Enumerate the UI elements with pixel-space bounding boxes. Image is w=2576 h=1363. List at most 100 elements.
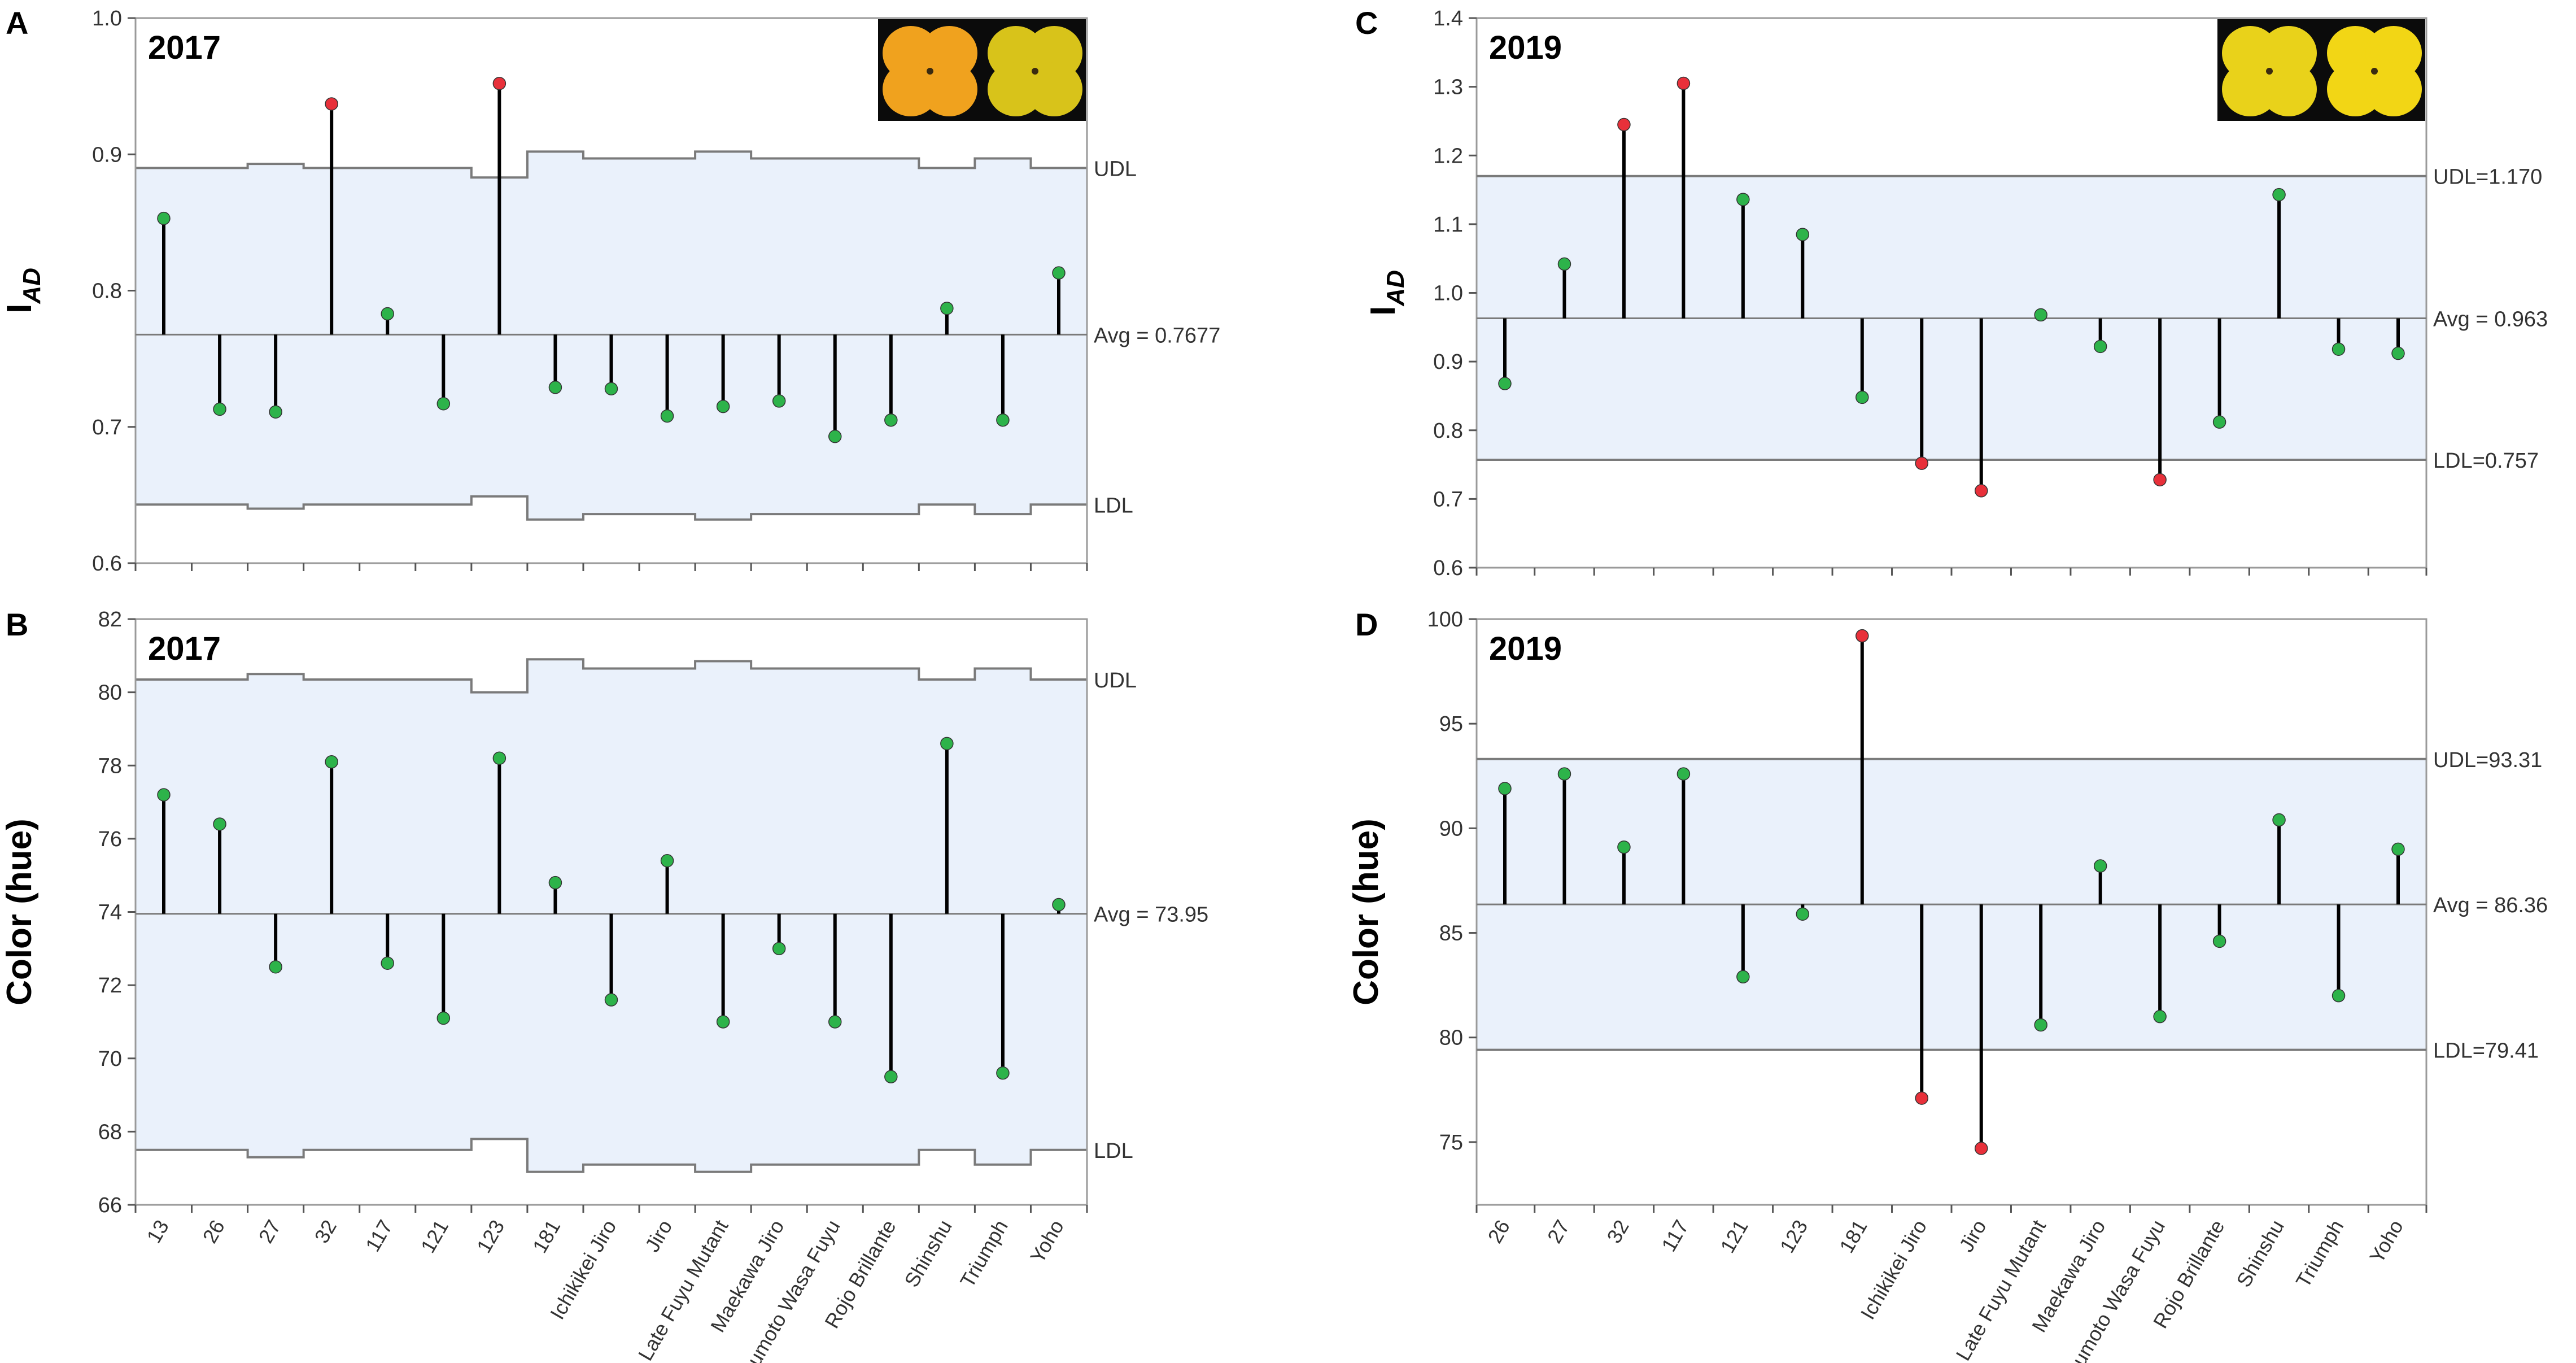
y-tick-label: 82 — [98, 608, 122, 632]
y-tick-label: 0.9 — [1433, 350, 1463, 374]
x-category-label: 13 — [142, 1216, 173, 1247]
x-category-label: Shinshu — [900, 1216, 957, 1291]
data-point — [381, 307, 394, 321]
y-tick-label: 1.0 — [92, 7, 122, 31]
data-point — [2034, 1018, 2047, 1032]
y-axis-title: Color (hue) — [1347, 818, 1386, 1005]
y-tick-label: 72 — [98, 974, 122, 998]
data-point — [1052, 898, 1066, 912]
avg-label: Avg = 73.95 — [1094, 903, 1208, 927]
data-point — [1498, 782, 1512, 795]
data-point — [213, 402, 226, 416]
y-axis-title: IAD — [0, 268, 46, 313]
x-category-label: 27 — [254, 1216, 286, 1247]
ldl-label: LDL=79.41 — [2433, 1039, 2539, 1063]
data-point — [716, 399, 730, 413]
y-tick-label: 90 — [1439, 817, 1463, 841]
data-point — [492, 751, 507, 765]
x-category-label: 117 — [1657, 1216, 1693, 1256]
data-point — [548, 876, 562, 890]
y-tick-label: 75 — [1439, 1131, 1463, 1155]
data-point — [772, 942, 786, 956]
y-axis-title: IAD — [1364, 270, 1409, 316]
data-point — [1796, 907, 1810, 921]
data-point — [828, 429, 842, 443]
data-point — [604, 382, 618, 395]
data-point — [884, 1070, 898, 1083]
data-point — [940, 737, 954, 751]
ldl-line — [136, 495, 1087, 521]
data-point — [269, 960, 282, 974]
y-tick-label: 1.0 — [1433, 282, 1463, 306]
ldl-label: LDL=0.757 — [2433, 449, 2539, 473]
panel-year: 2017 — [148, 29, 221, 66]
data-point — [2272, 188, 2286, 202]
data-point — [2272, 813, 2286, 827]
x-category-label: Triumph — [955, 1216, 1012, 1292]
data-point — [1052, 266, 1066, 280]
y-tick-label: 0.8 — [1433, 419, 1463, 443]
data-point-out-of-control — [1974, 484, 1988, 498]
data-point — [828, 1015, 842, 1029]
data-point — [1736, 193, 1750, 206]
x-category-label: Yoho — [2365, 1216, 2408, 1267]
x-category-label: Yoho — [1025, 1216, 1068, 1267]
x-category-label: 32 — [1602, 1216, 1634, 1247]
udl-label: UDL=93.31 — [2433, 748, 2542, 772]
data-point — [884, 413, 898, 427]
y-tick-label: 66 — [98, 1194, 122, 1217]
data-point — [1617, 840, 1631, 854]
data-point — [996, 1066, 1010, 1080]
y-tick-label: 95 — [1439, 712, 1463, 736]
x-category-label: 121 — [1715, 1216, 1753, 1257]
y-axis-title: Color (hue) — [0, 818, 39, 1005]
data-point — [436, 397, 451, 411]
udl-label: UDL=1.170 — [2433, 166, 2542, 189]
y-tick-label: 0.6 — [1433, 556, 1463, 580]
udl-label: UDL — [1094, 669, 1137, 693]
x-category-label: Jiro — [1954, 1216, 1991, 1256]
data-point — [1498, 377, 1512, 390]
y-tick-label: 1.2 — [1433, 144, 1463, 168]
data-point — [157, 211, 171, 225]
y-tick-label: 68 — [98, 1120, 122, 1144]
y-tick-label: 1.4 — [1433, 7, 1463, 31]
ldl-line — [136, 1138, 1087, 1173]
panel-year: 2017 — [148, 630, 221, 667]
panel-letter: A — [6, 5, 28, 41]
data-point — [2391, 346, 2405, 360]
data-point — [2212, 934, 2226, 948]
data-point — [2153, 1009, 2167, 1024]
data-point-out-of-control — [1617, 117, 1631, 132]
y-tick-label: 80 — [1439, 1026, 1463, 1050]
data-point — [2332, 342, 2346, 356]
data-point — [604, 993, 618, 1007]
x-category-label: 26 — [1483, 1216, 1514, 1247]
y-tick-label: 85 — [1439, 922, 1463, 946]
y-tick-label: 78 — [98, 754, 122, 778]
x-category-label: Triumph — [2291, 1216, 2348, 1292]
x-category-label: 123 — [472, 1216, 509, 1257]
data-point-out-of-control — [1855, 629, 1869, 643]
udl-line — [136, 150, 1087, 179]
data-point — [660, 854, 674, 868]
data-point — [325, 755, 338, 769]
data-point-out-of-control — [325, 97, 338, 111]
data-point — [381, 956, 394, 970]
y-tick-label: 76 — [98, 828, 122, 851]
data-point — [1855, 390, 1869, 404]
data-point — [436, 1011, 451, 1025]
data-point-out-of-control — [1676, 76, 1691, 90]
data-point-out-of-control — [2153, 473, 2167, 487]
data-point — [2093, 859, 2107, 873]
panel-year: 2019 — [1489, 630, 1562, 667]
y-tick-label: 0.7 — [92, 416, 122, 439]
fruit-photo-2017 — [878, 19, 1086, 121]
data-point — [548, 381, 562, 394]
udl-line — [136, 658, 1087, 694]
y-tick-label: 0.8 — [92, 280, 122, 303]
panel-letter: B — [6, 607, 28, 642]
data-point — [157, 788, 171, 802]
